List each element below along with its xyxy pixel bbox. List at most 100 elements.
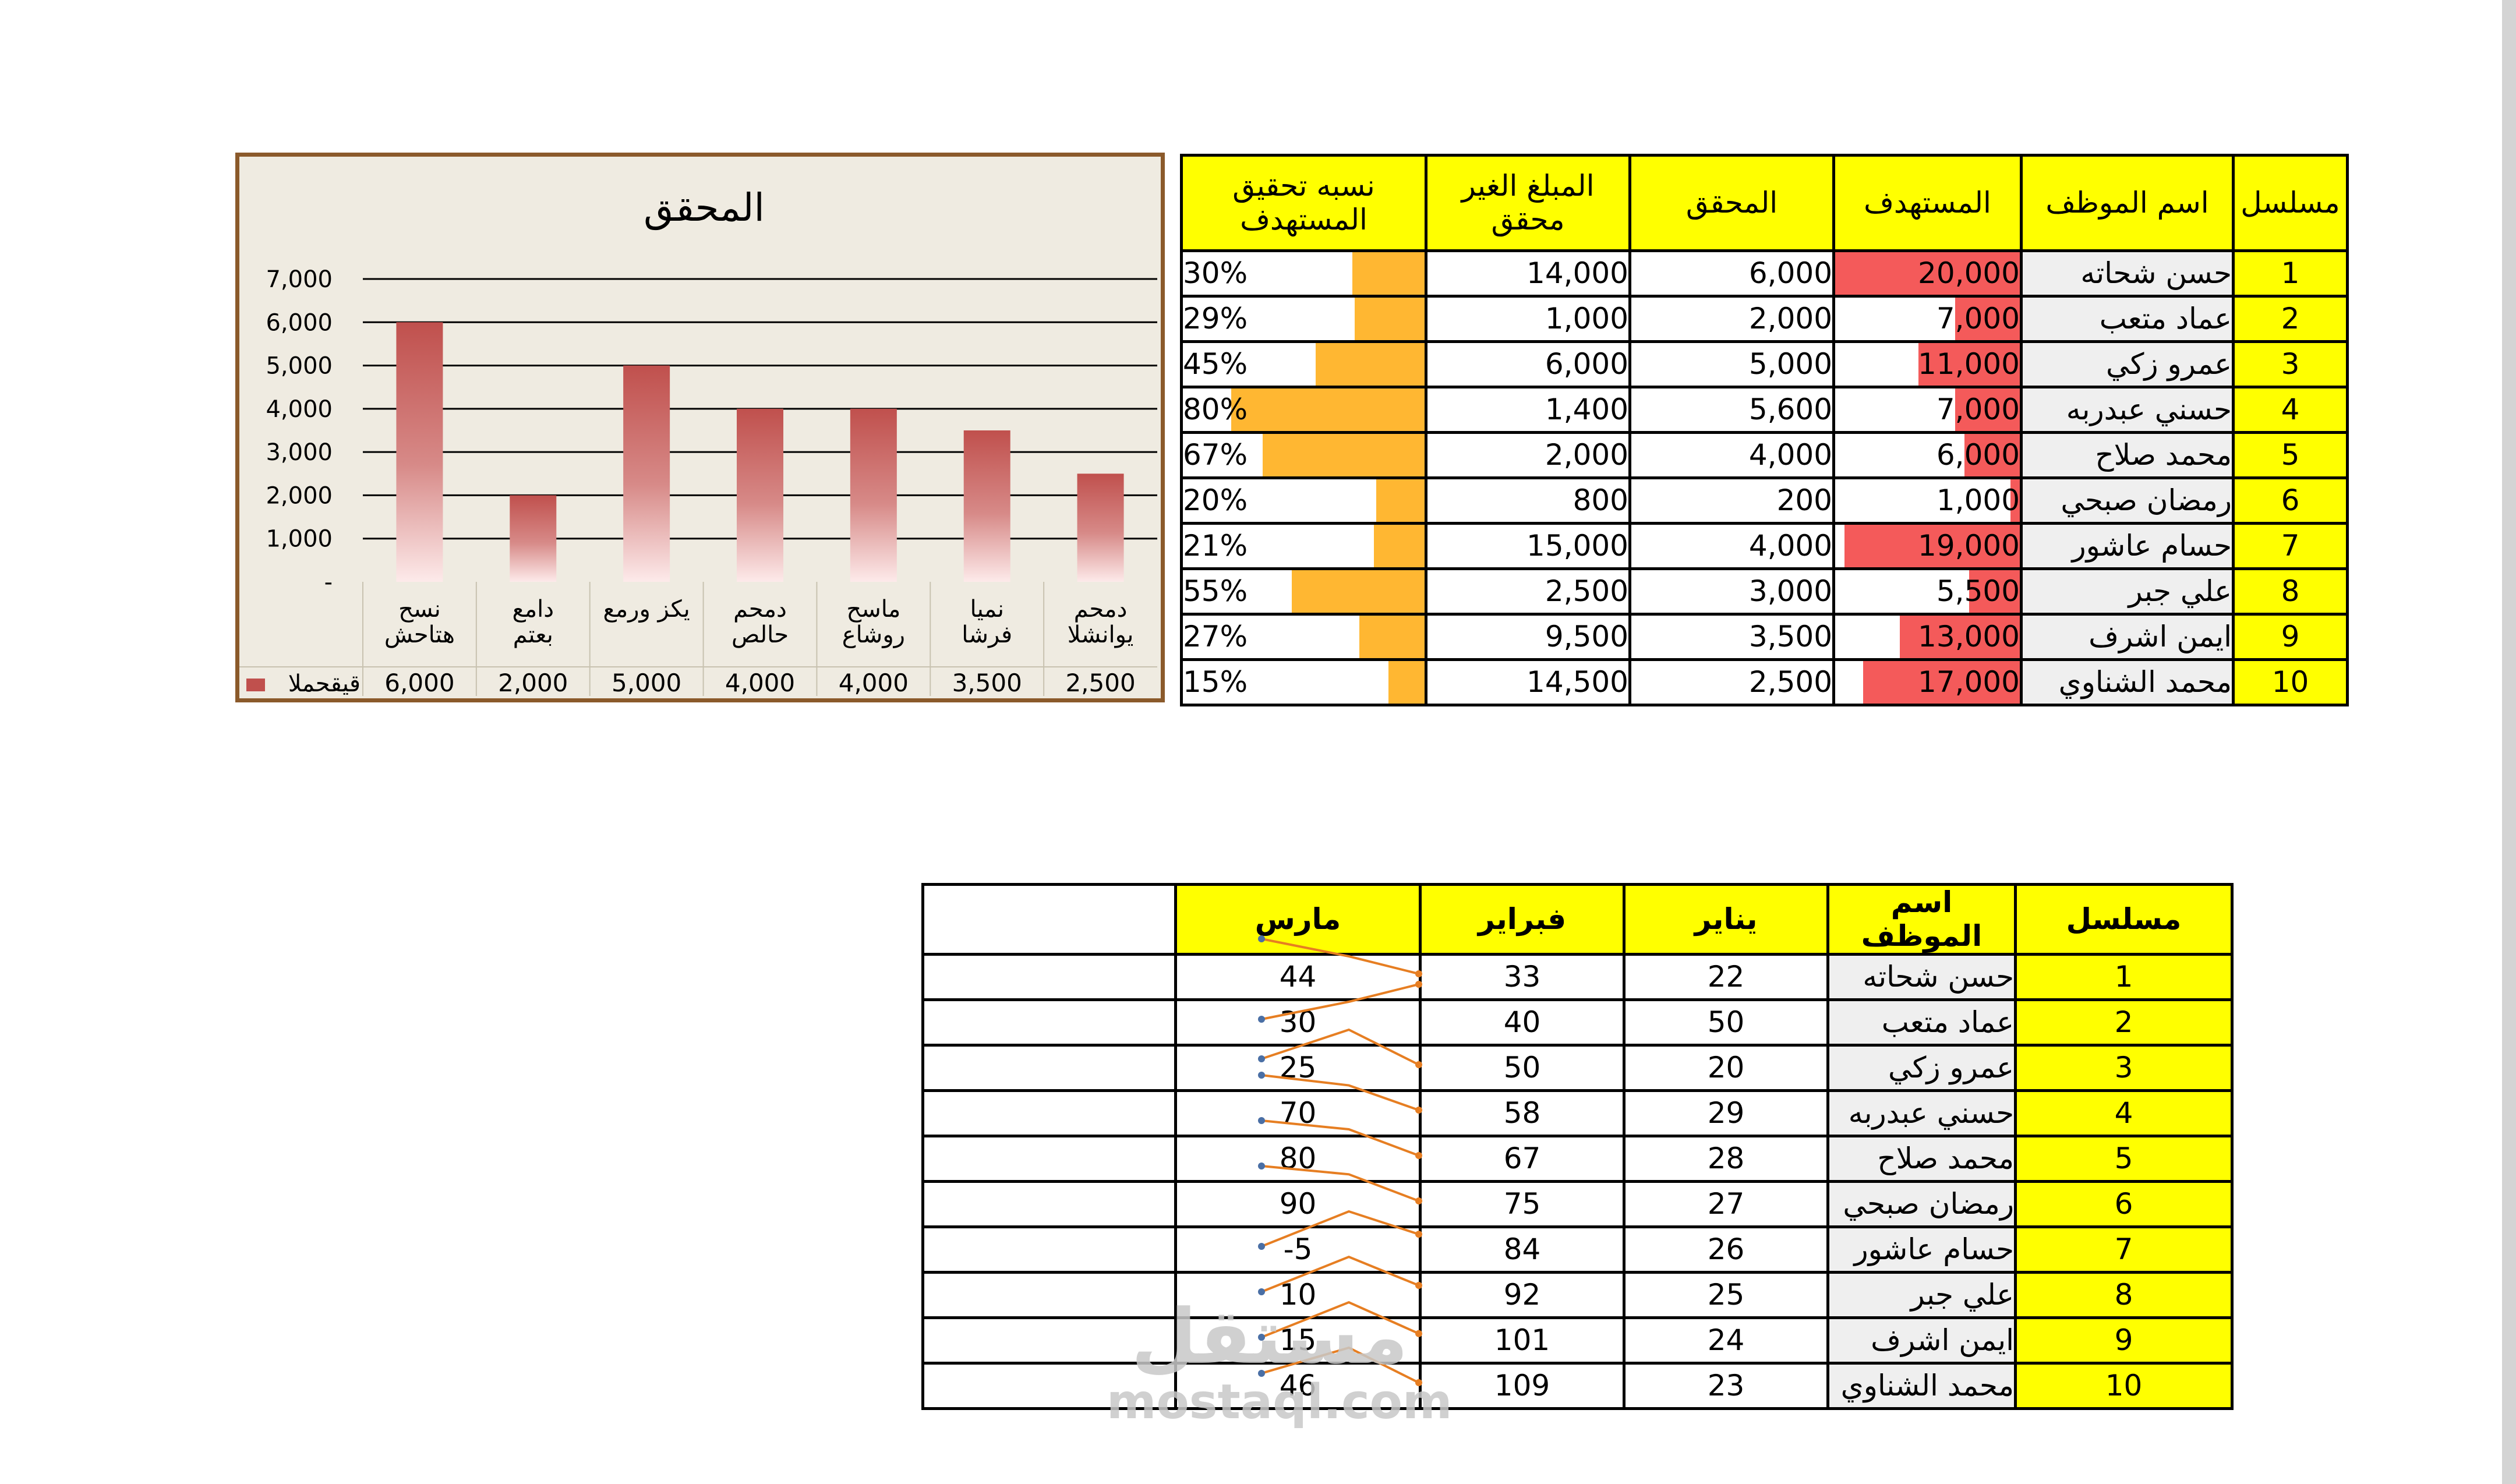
target-cell[interactable]: 7,000 — [1832, 386, 2023, 434]
monthly-serial-cell[interactable]: 6 — [2014, 1180, 2234, 1228]
serial-cell[interactable]: 5 — [2232, 431, 2349, 479]
sparkline-cell[interactable] — [921, 1135, 1177, 1183]
jan-cell[interactable]: 27 — [1623, 1180, 1829, 1228]
monthly-serial-cell[interactable]: 4 — [2014, 1089, 2234, 1137]
achieved-cell[interactable]: 6,000 — [1628, 249, 1835, 298]
feb-cell[interactable]: 84 — [1419, 1225, 1625, 1274]
achieved-cell[interactable]: 5,600 — [1628, 386, 1835, 434]
mar-cell[interactable]: 44 — [1174, 953, 1422, 1001]
monthly-name-cell[interactable]: محمد الشناوي — [1826, 1362, 2017, 1410]
sparkline-cell[interactable] — [921, 1362, 1177, 1410]
achieved-cell[interactable]: 200 — [1628, 476, 1835, 525]
achievement-rate-cell[interactable]: 45% — [1180, 340, 1427, 388]
feb-cell[interactable]: 92 — [1419, 1271, 1625, 1319]
employee-name-cell[interactable]: ايمن اشرف — [2020, 613, 2235, 661]
jan-cell[interactable]: 25 — [1623, 1271, 1829, 1319]
target-cell[interactable]: 7,000 — [1832, 295, 2023, 343]
feb-cell[interactable]: 33 — [1419, 953, 1625, 1001]
target-cell[interactable]: 19,000 — [1832, 522, 2023, 570]
achieved-cell[interactable]: 4,000 — [1628, 431, 1835, 479]
jan-cell[interactable]: 50 — [1623, 998, 1829, 1047]
employee-name-cell[interactable]: محمد الشناوي — [2020, 658, 2235, 706]
achievement-rate-cell[interactable]: 27% — [1180, 613, 1427, 661]
jan-cell[interactable]: 26 — [1623, 1225, 1829, 1274]
jan-cell[interactable]: 22 — [1623, 953, 1829, 1001]
target-cell[interactable]: 13,000 — [1832, 613, 2023, 661]
sparkline-cell[interactable] — [921, 998, 1177, 1047]
serial-cell[interactable]: 3 — [2232, 340, 2349, 388]
feb-cell[interactable]: 101 — [1419, 1316, 1625, 1365]
achievement-rate-cell[interactable]: 21% — [1180, 522, 1427, 570]
employee-name-cell[interactable]: حسن شحاته — [2020, 249, 2235, 298]
mar-cell[interactable]: 25 — [1174, 1044, 1422, 1092]
employee-name-cell[interactable]: حسام عاشور — [2020, 522, 2235, 570]
serial-cell[interactable]: 4 — [2232, 386, 2349, 434]
feb-cell[interactable]: 58 — [1419, 1089, 1625, 1137]
unachieved-cell[interactable]: 6,000 — [1425, 340, 1631, 388]
serial-cell[interactable]: 8 — [2232, 567, 2349, 616]
sparkline-cell[interactable] — [921, 1225, 1177, 1274]
monthly-name-cell[interactable]: ايمن اشرف — [1826, 1316, 2017, 1365]
target-cell[interactable]: 5,500 — [1832, 567, 2023, 616]
monthly-serial-cell[interactable]: 10 — [2014, 1362, 2234, 1410]
employee-name-cell[interactable]: عمرو زكي — [2020, 340, 2235, 388]
serial-cell[interactable]: 9 — [2232, 613, 2349, 661]
monthly-serial-cell[interactable]: 1 — [2014, 953, 2234, 1001]
jan-cell[interactable]: 29 — [1623, 1089, 1829, 1137]
jan-cell[interactable]: 24 — [1623, 1316, 1829, 1365]
achieved-cell[interactable]: 5,000 — [1628, 340, 1835, 388]
unachieved-cell[interactable]: 14,000 — [1425, 249, 1631, 298]
achieved-chart[interactable]: المحقق 7,000 6,000 5,000 4,000 3,000 2,000 1,0… — [235, 153, 1165, 702]
achieved-cell[interactable]: 3,000 — [1628, 567, 1835, 616]
unachieved-cell[interactable]: 2,000 — [1425, 431, 1631, 479]
employee-name-cell[interactable]: حسني عبدربه — [2020, 386, 2235, 434]
sparkline-cell[interactable] — [921, 1271, 1177, 1319]
mar-cell[interactable]: 80 — [1174, 1135, 1422, 1183]
monthly-name-cell[interactable]: محمد صلاح — [1826, 1135, 2017, 1183]
target-cell[interactable]: 11,000 — [1832, 340, 2023, 388]
jan-cell[interactable]: 28 — [1623, 1135, 1829, 1183]
achieved-cell[interactable]: 3,500 — [1628, 613, 1835, 661]
monthly-name-cell[interactable]: علي جبر — [1826, 1271, 2017, 1319]
serial-cell[interactable]: 7 — [2232, 522, 2349, 570]
employee-name-cell[interactable]: محمد صلاح — [2020, 431, 2235, 479]
feb-cell[interactable]: 50 — [1419, 1044, 1625, 1092]
unachieved-cell[interactable]: 2,500 — [1425, 567, 1631, 616]
unachieved-cell[interactable]: 1,400 — [1425, 386, 1631, 434]
employee-name-cell[interactable]: رمضان صبحي — [2020, 476, 2235, 525]
sparkline-cell[interactable] — [921, 1316, 1177, 1365]
mar-cell[interactable]: 30 — [1174, 998, 1422, 1047]
monthly-serial-cell[interactable]: 3 — [2014, 1044, 2234, 1092]
monthly-name-cell[interactable]: حسني عبدربه — [1826, 1089, 2017, 1137]
serial-cell[interactable]: 6 — [2232, 476, 2349, 525]
monthly-name-cell[interactable]: رمضان صبحي — [1826, 1180, 2017, 1228]
serial-cell[interactable]: 2 — [2232, 295, 2349, 343]
unachieved-cell[interactable]: 9,500 — [1425, 613, 1631, 661]
feb-cell[interactable]: 75 — [1419, 1180, 1625, 1228]
achievement-rate-cell[interactable]: 20% — [1180, 476, 1427, 525]
monthly-serial-cell[interactable]: 2 — [2014, 998, 2234, 1047]
monthly-name-cell[interactable]: حسن شحاته — [1826, 953, 2017, 1001]
serial-cell[interactable]: 1 — [2232, 249, 2349, 298]
monthly-name-cell[interactable]: عمرو زكي — [1826, 1044, 2017, 1092]
jan-cell[interactable]: 23 — [1623, 1362, 1829, 1410]
achieved-cell[interactable]: 2,000 — [1628, 295, 1835, 343]
feb-cell[interactable]: 40 — [1419, 998, 1625, 1047]
mar-cell[interactable]: 90 — [1174, 1180, 1422, 1228]
achievement-rate-cell[interactable]: 30% — [1180, 249, 1427, 298]
achievement-rate-cell[interactable]: 29% — [1180, 295, 1427, 343]
monthly-serial-cell[interactable]: 9 — [2014, 1316, 2234, 1365]
unachieved-cell[interactable]: 1,000 — [1425, 295, 1631, 343]
mar-cell[interactable]: 70 — [1174, 1089, 1422, 1137]
monthly-name-cell[interactable]: عماد متعب — [1826, 998, 2017, 1047]
achievement-rate-cell[interactable]: 67% — [1180, 431, 1427, 479]
target-cell[interactable]: 17,000 — [1832, 658, 2023, 706]
serial-cell[interactable]: 10 — [2232, 658, 2349, 706]
window-edge-scrollbar[interactable] — [2502, 0, 2516, 1484]
monthly-name-cell[interactable]: حسام عاشور — [1826, 1225, 2017, 1274]
unachieved-cell[interactable]: 800 — [1425, 476, 1631, 525]
sparkline-cell[interactable] — [921, 953, 1177, 1001]
mar-cell[interactable]: 5- — [1174, 1225, 1422, 1274]
sparkline-cell[interactable] — [921, 1180, 1177, 1228]
achieved-cell[interactable]: 2,500 — [1628, 658, 1835, 706]
